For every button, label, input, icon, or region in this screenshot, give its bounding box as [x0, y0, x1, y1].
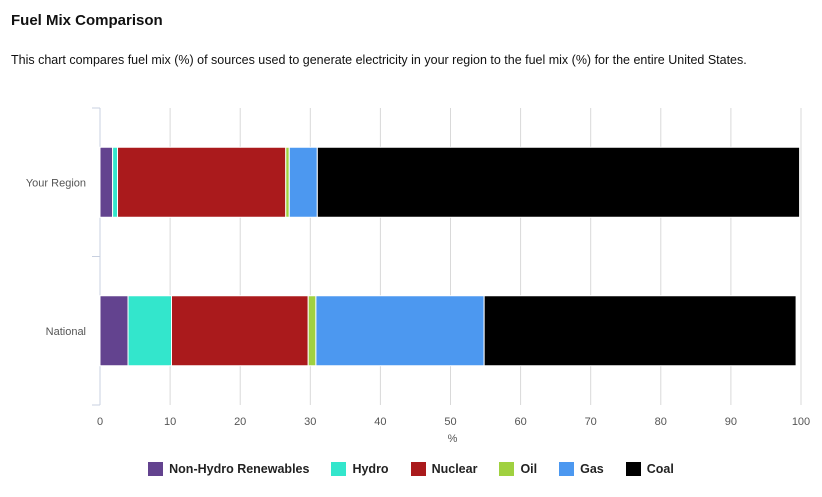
bar-segment [315, 295, 485, 367]
x-tick-label: 10 [164, 416, 176, 428]
x-tick-label: 90 [725, 416, 737, 428]
bar-segment [99, 146, 114, 218]
x-tick-label: 70 [585, 416, 597, 428]
bar-segment [288, 146, 318, 218]
legend-label: Gas [580, 462, 604, 476]
x-tick-label: 0 [97, 416, 103, 428]
x-tick-label: 100 [792, 416, 810, 428]
bar-segment [117, 146, 287, 218]
legend-label: Oil [520, 462, 538, 476]
bar-segment [285, 146, 290, 218]
legend-label: Non-Hydro Renewables [169, 462, 310, 476]
legend-item[interactable]: Non-Hydro Renewables [148, 462, 309, 476]
legend-swatch [148, 462, 164, 476]
legend-item[interactable]: Oil [499, 462, 537, 476]
chart-legend: Non-Hydro Renewables Hydro Nuclear Oil Gas Co… [0, 462, 822, 476]
bar-segment [112, 146, 119, 218]
fuel-mix-chart: 0 10 20 30 40 50 60 70 80 90 100% Your Region Nation… [26, 107, 810, 445]
legend-label: Nuclear [431, 462, 478, 476]
legend-item[interactable]: Nuclear [410, 462, 478, 476]
x-tick-label: 60 [514, 416, 526, 428]
bar-segment [99, 295, 129, 367]
x-tick-label: 30 [304, 416, 316, 428]
legend-swatch [331, 462, 347, 476]
bar-segment [316, 146, 801, 218]
x-tick-label: 50 [444, 416, 456, 428]
legend-label: Hydro [352, 462, 389, 476]
bar-segment [127, 295, 173, 367]
legend-swatch [625, 462, 641, 476]
bar-segment [171, 295, 309, 367]
chart-title: Fuel Mix Comparison [11, 12, 163, 29]
x-axis-label: % [448, 433, 458, 445]
chart-description: This chart compares fuel mix (%) of sour… [11, 53, 747, 67]
legend-item[interactable]: Hydro [331, 462, 389, 476]
category-label: Your Region [26, 177, 86, 189]
x-tick-label: 20 [234, 416, 246, 428]
legend-swatch [499, 462, 515, 476]
legend-item[interactable]: Gas [559, 462, 604, 476]
legend-item[interactable]: Coal [625, 462, 674, 476]
x-tick-label: 80 [655, 416, 667, 428]
legend-swatch [410, 462, 426, 476]
bar-segment [483, 295, 797, 367]
bar-segment [307, 295, 317, 367]
legend-label: Coal [646, 462, 674, 476]
legend-swatch [559, 462, 575, 476]
x-tick-label: 40 [374, 416, 386, 428]
category-label: National [46, 326, 86, 338]
